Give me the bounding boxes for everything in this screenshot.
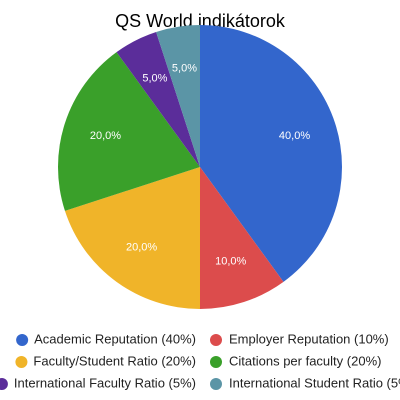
legend-marker [15,356,28,368]
legend-marker [16,334,29,346]
legend-text: Employer Reputation (10%) [229,331,389,346]
pie-slice [116,31,200,167]
pie-slice [57,52,200,211]
legend-text: International Student Ratio (5%) [229,375,400,390]
legend-marker [0,378,8,390]
slice-label: 40,0% [279,130,310,142]
slice-label: 10,0% [215,255,246,267]
legend-text: International Faculty Ratio (5%) [14,375,196,390]
chart-title: QS World indikátorok [115,11,286,31]
slice-label: 20,0% [126,241,157,253]
slice-label: 5,0% [172,63,197,75]
pie-slice [64,167,200,309]
legend-text: Academic Reputation (40%) [34,331,196,346]
slice-label: 20,0% [90,130,121,142]
pie-slice [200,167,284,309]
legend-marker [210,378,222,390]
pie-slice [156,25,200,167]
slice-label: 5,0% [142,72,167,84]
legend-text: Citations per faculty (20%) [229,353,381,368]
legend-marker [210,334,222,346]
legend-marker [210,356,222,368]
legend-text: Faculty/Student Ratio (20%) [33,353,196,368]
pie-slice [200,25,342,282]
